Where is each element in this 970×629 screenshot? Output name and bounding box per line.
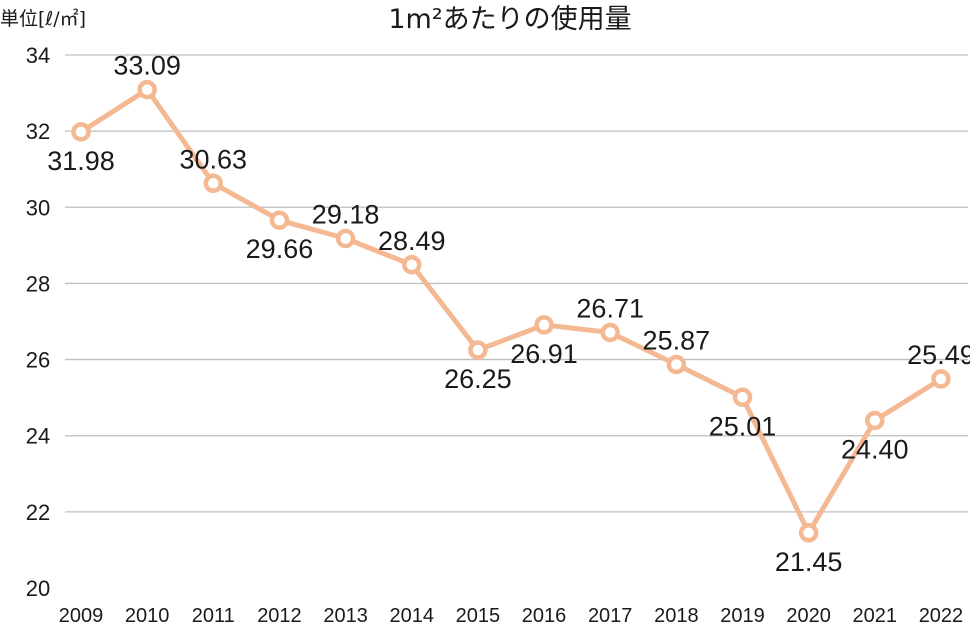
data-label: 31.98 (47, 146, 115, 176)
x-tick-label: 2015 (456, 605, 501, 627)
y-tick-label: 28 (26, 271, 50, 296)
data-label: 29.66 (246, 234, 314, 264)
data-label: 26.25 (444, 364, 512, 394)
y-tick-label: 32 (26, 119, 50, 144)
data-point (865, 410, 885, 431)
data-point (269, 210, 290, 230)
data-label: 29.18 (312, 200, 380, 230)
data-point (931, 369, 951, 389)
x-tick-label: 2009 (59, 605, 104, 627)
x-tick-label: 2013 (323, 605, 368, 627)
y-tick-label: 30 (26, 195, 50, 220)
gridlines (65, 54, 968, 513)
x-tick-label: 2022 (919, 605, 964, 627)
y-tick-label: 26 (26, 348, 50, 373)
x-tick-label: 2018 (654, 605, 699, 627)
series-line-group (78, 87, 944, 536)
series-line (78, 87, 944, 536)
data-point-markers (71, 79, 951, 543)
data-point (468, 340, 488, 360)
data-point (534, 315, 554, 335)
data-label: 33.09 (113, 51, 181, 81)
x-tick-label: 2010 (125, 605, 170, 627)
unit-label: 単位[ℓ/㎡] (0, 7, 86, 30)
x-tick-label: 2021 (853, 605, 898, 627)
y-tick-label: 20 (26, 576, 50, 601)
x-tick-label: 2020 (786, 605, 831, 627)
data-label: 25.01 (709, 411, 777, 441)
data-point (666, 354, 687, 375)
data-label: 24.40 (841, 434, 909, 464)
data-point (402, 255, 422, 275)
x-tick-label: 2014 (390, 605, 435, 627)
data-point (732, 387, 753, 408)
data-point (798, 523, 819, 543)
y-tick-label: 34 (26, 43, 50, 68)
data-point (600, 322, 620, 343)
x-axis-ticks: 2009 2010 2011 2012 2013 2014 2015 2016 2017 2018… (59, 605, 963, 627)
x-tick-label: 2011 (192, 605, 235, 627)
y-axis-ticks: 20 22 24 26 28 30 32 34 (26, 43, 50, 601)
x-tick-label: 2016 (522, 605, 567, 627)
data-label: 26.91 (510, 339, 578, 369)
data-point (203, 173, 224, 194)
data-label: 26.71 (576, 294, 644, 324)
data-point (137, 79, 157, 100)
data-label: 25.87 (643, 326, 711, 356)
data-label: 28.49 (378, 226, 446, 256)
x-tick-label: 2019 (720, 605, 765, 627)
x-tick-label: 2017 (588, 605, 633, 627)
data-point (335, 228, 356, 249)
data-label: 30.63 (180, 144, 248, 174)
x-tick-label: 2012 (257, 605, 302, 627)
data-label: 25.49 (907, 340, 970, 370)
chart-title: 1m²あたりの使用量 (388, 4, 631, 35)
y-tick-label: 24 (26, 424, 50, 449)
data-label: 21.45 (775, 547, 843, 577)
data-point (71, 122, 91, 142)
y-tick-label: 22 (26, 500, 50, 525)
